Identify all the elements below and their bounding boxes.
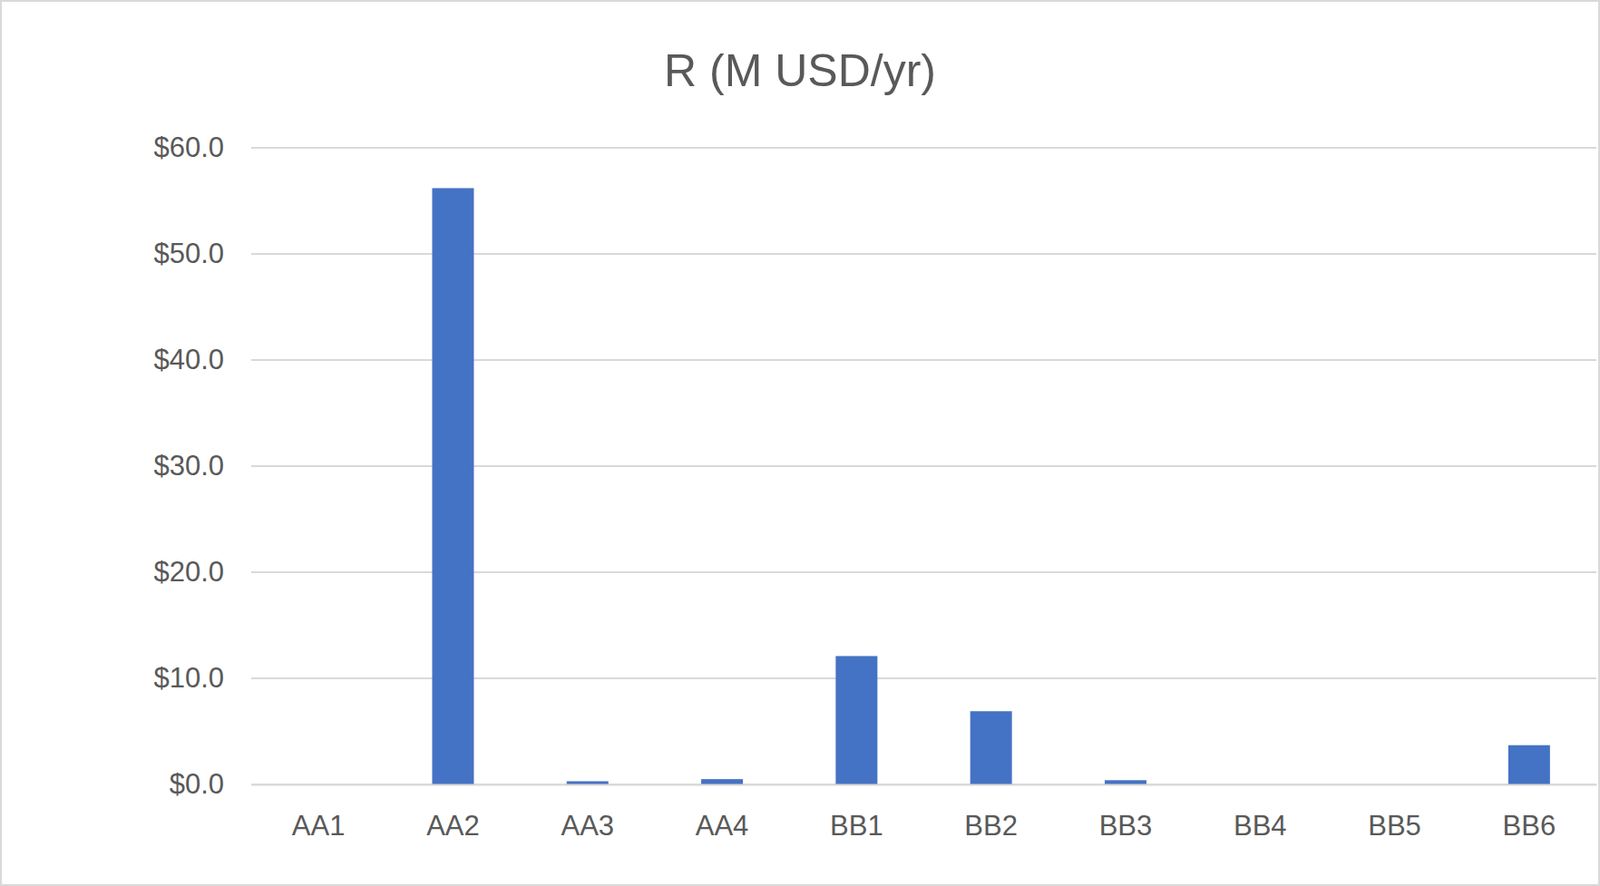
x-tick-label: BB1 (829, 809, 884, 842)
y-tick: $30.0 (153, 449, 252, 482)
x-tick-label: BB3 (1099, 809, 1153, 842)
x-tick-label: BB2 (964, 809, 1018, 842)
y-tick: $50.0 (153, 237, 252, 270)
bar (1104, 780, 1147, 785)
x-tick-label: AA2 (426, 809, 480, 842)
y-tick: $0.0 (169, 768, 252, 800)
bar (431, 187, 474, 785)
x-axis-line (252, 784, 1598, 787)
y-axis-line (251, 148, 253, 786)
y-tick-label: $40.0 (153, 343, 225, 376)
y-tick-label: $0.0 (169, 768, 225, 800)
x-tick: BB2 (964, 784, 1018, 842)
bars (431, 187, 1550, 785)
x-tick: BB1 (829, 784, 884, 842)
bar (970, 711, 1013, 785)
y-tick: $10.0 (153, 662, 252, 694)
bar (835, 655, 878, 785)
bar (566, 780, 609, 785)
title: R (M USD/yr) (663, 45, 937, 97)
x-tick-label: BB6 (1502, 809, 1557, 842)
x-tick: AA3 (560, 784, 615, 842)
x-axis: AA1 AA2 AA3 AA4 BB1 BB2 BB3 BB4 BB5 BB6 (252, 784, 1598, 842)
y-tick-label: $10.0 (153, 662, 225, 694)
x-tick-label: BB4 (1233, 809, 1288, 842)
y-tick-label: $30.0 (153, 449, 225, 482)
x-tick: BB4 (1233, 784, 1288, 842)
y-tick: $40.0 (153, 343, 252, 376)
x-tick: BB5 (1367, 784, 1422, 842)
x-tick: AA2 (426, 784, 480, 842)
y-tick: $60.0 (153, 131, 252, 164)
grid-line (251, 146, 1597, 149)
x-tick-label: AA1 (292, 809, 346, 842)
y-tick-label: $50.0 (153, 237, 225, 270)
y-axis: $0.0 $10.0 $20.0 $30.0 $40.0 $50.0 $60.0 (153, 131, 252, 800)
x-tick: BB3 (1099, 784, 1153, 842)
x-tick-label: AA4 (695, 809, 750, 842)
y-tick-label: $60.0 (153, 131, 225, 164)
x-tick-label: BB5 (1367, 809, 1422, 842)
x-tick: BB6 (1502, 784, 1557, 842)
bar (1508, 745, 1551, 785)
chart-border (0, 0, 1600, 886)
x-tick: AA1 (292, 784, 346, 842)
bar (701, 779, 743, 785)
grid (251, 147, 1597, 785)
plot: $0.0 $10.0 $20.0 $30.0 $40.0 $50.0 $60.0 AA1 AA2… (153, 131, 1597, 842)
x-tick: AA4 (695, 784, 750, 842)
x-tick-label: AA3 (560, 809, 615, 842)
y-tick: $20.0 (153, 556, 252, 588)
chart: $0.0 $10.0 $20.0 $30.0 $40.0 $50.0 $60.0 AA1 AA2… (0, 0, 1600, 886)
y-tick-label: $20.0 (153, 556, 225, 588)
